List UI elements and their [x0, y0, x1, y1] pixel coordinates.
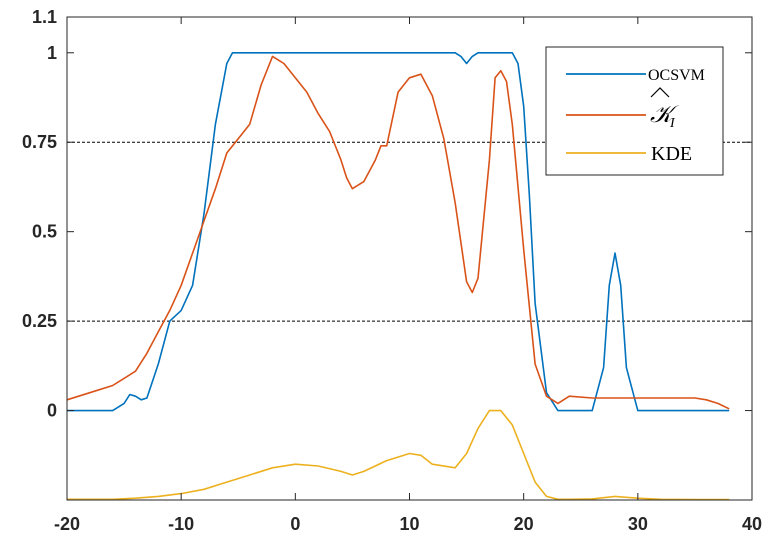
y-tick-label: 1.1: [32, 7, 57, 27]
y-tick-label: 0.75: [22, 132, 57, 152]
series-line-2: [67, 409, 730, 501]
legend-label-kde: KDE: [651, 143, 692, 165]
x-tick-label: 10: [399, 514, 419, 534]
series-line-0: [67, 51, 730, 412]
legend-label-ocsvm: OCSVM: [648, 67, 705, 84]
svg-text:I: I: [669, 116, 676, 131]
y-tick-label: 0.5: [32, 222, 57, 242]
x-tick-label: -10: [168, 514, 194, 534]
chart-legend: OCSVM 𝒦 I KDE: [545, 46, 724, 176]
x-tick-label: -20: [54, 514, 80, 534]
y-tick-label: 0.25: [22, 311, 57, 331]
x-tick-label: 40: [742, 514, 762, 534]
y-tick-label: 1: [47, 43, 57, 63]
x-tick-label: 30: [628, 514, 648, 534]
hat-accent: [650, 87, 670, 98]
x-tick-label: 0: [290, 514, 300, 534]
y-tick-label: 0: [47, 401, 57, 421]
series-line-1: [66, 55, 730, 410]
x-tick-label: 20: [514, 514, 534, 534]
